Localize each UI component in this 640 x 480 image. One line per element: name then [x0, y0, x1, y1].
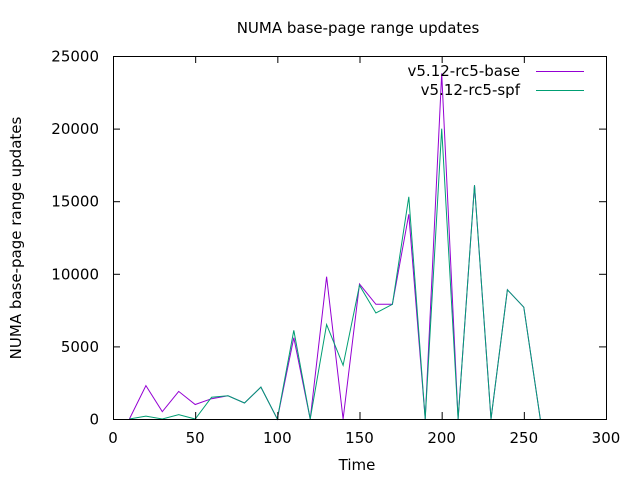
x-axis-label: Time	[338, 456, 376, 474]
series-line-2	[129, 128, 541, 421]
chart-title: NUMA base-page range updates	[237, 19, 480, 37]
x-tick-label: 0	[108, 429, 118, 447]
x-tick-label: 300	[592, 429, 621, 447]
y-tick-label: 5000	[61, 338, 99, 356]
x-tick-label: 50	[186, 429, 205, 447]
legend-label: v5.12-rc5-base	[408, 62, 521, 80]
legend-label: v5.12-rc5-spf	[421, 81, 521, 99]
plot-area	[113, 56, 607, 421]
x-axis: 0 50 100 150 200 250 300	[108, 56, 620, 447]
y-tick-label: 10000	[51, 265, 99, 283]
y-tick-label: 0	[89, 411, 99, 429]
y-tick-label: 20000	[51, 120, 99, 138]
x-tick-label: 150	[345, 429, 374, 447]
x-tick-label: 100	[263, 429, 292, 447]
series-layer	[128, 73, 541, 421]
y-axis: 0 5000 10000 15000 20000 25000	[51, 48, 606, 429]
y-axis-label: NUMA base-page range updates	[7, 117, 25, 360]
y-tick-label: 25000	[51, 48, 99, 66]
x-tick-label: 250	[510, 429, 539, 447]
x-tick-label: 200	[427, 429, 456, 447]
y-tick-label: 15000	[51, 193, 99, 211]
